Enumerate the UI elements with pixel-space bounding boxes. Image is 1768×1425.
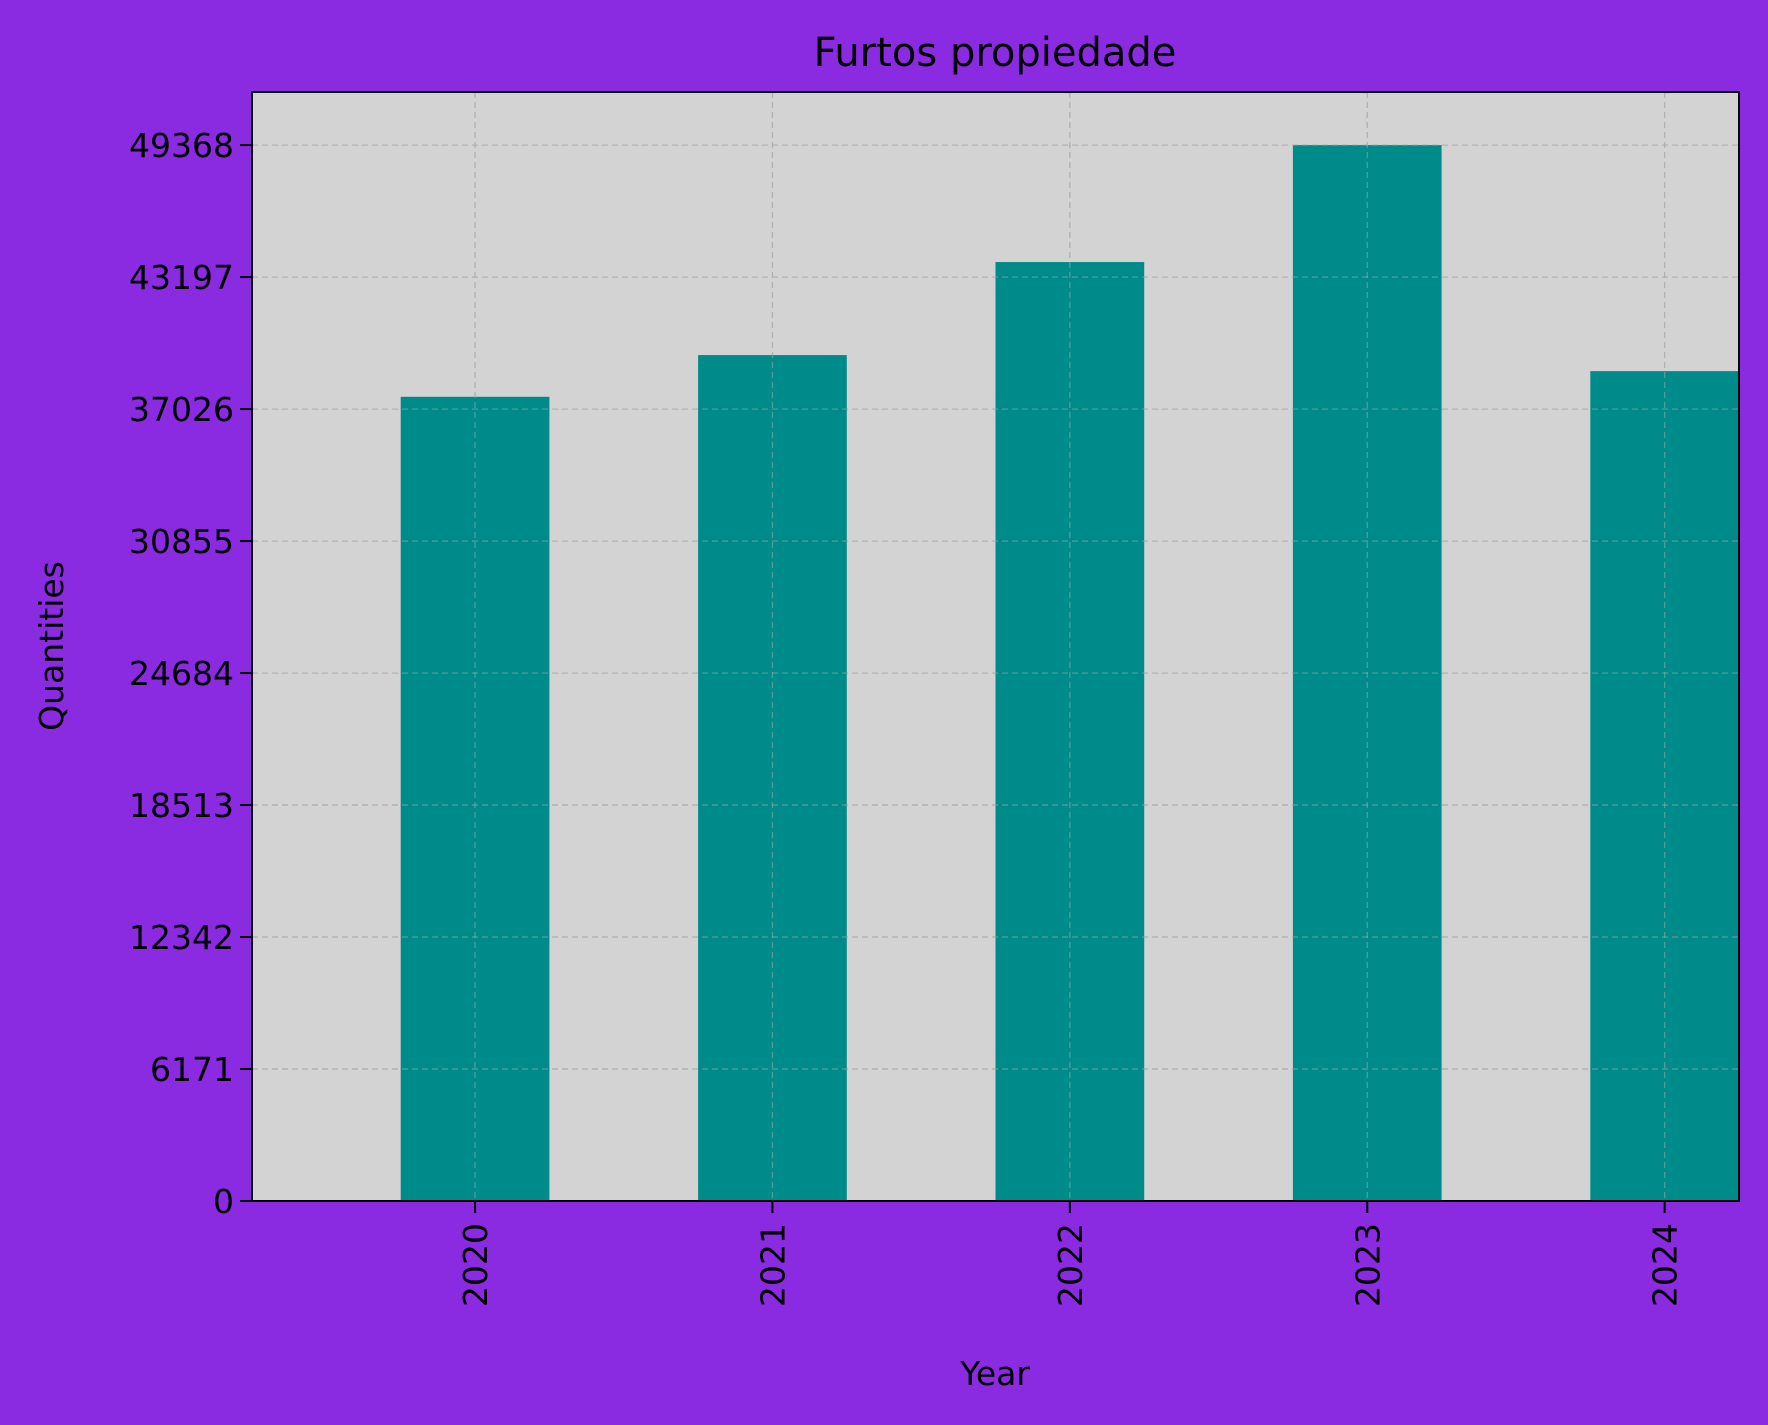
y-tick-label: 24684 — [129, 654, 234, 693]
y-tick-label: 30855 — [129, 522, 234, 561]
y-axis: 0 6171 12342 18513 24684 30855 37026 43197 49368 — [129, 126, 252, 1221]
x-axis-title: Year — [959, 1354, 1030, 1393]
y-tick-label: 12342 — [129, 918, 234, 957]
plot-frame — [251, 91, 1740, 1202]
x-axis: 2020 2021 2022 2023 2024 — [456, 1201, 1685, 1307]
y-tick-label: 6171 — [150, 1050, 234, 1089]
y-axis-title: Quantities — [32, 561, 71, 731]
y-tick-label: 37026 — [129, 390, 234, 429]
y-tick-label: 18513 — [129, 786, 234, 825]
y-tick-label: 49368 — [129, 126, 234, 165]
y-tick-label: 0 — [213, 1182, 234, 1221]
x-tick-label: 2020 — [456, 1223, 495, 1307]
bars — [252, 92, 1739, 1202]
y-tick-label: 43197 — [129, 258, 234, 297]
x-tick-label: 2024 — [1646, 1223, 1685, 1307]
x-tick-label: 2022 — [1051, 1223, 1090, 1307]
x-tick-label: 2021 — [753, 1223, 792, 1307]
chart-title: Furtos propiedade — [814, 30, 1177, 76]
x-tick-label: 2023 — [1348, 1223, 1387, 1307]
